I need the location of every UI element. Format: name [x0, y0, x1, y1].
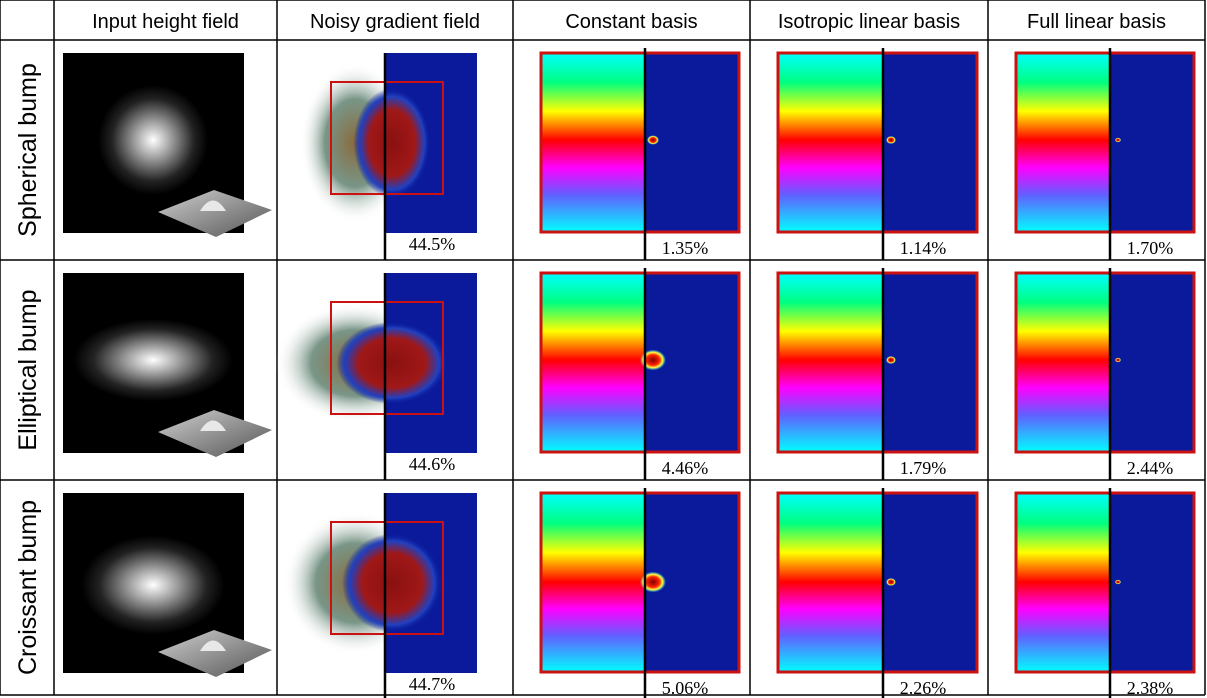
highlight-box [1014, 271, 1196, 454]
reconstruction-image [776, 48, 979, 260]
highlight-box [330, 81, 444, 195]
highlight-box [539, 491, 741, 674]
highlight-box [776, 491, 979, 674]
error-percentage: 1.79% [900, 458, 947, 478]
row-label: Croissant bump [14, 500, 42, 675]
row-label: Spherical bump [14, 63, 42, 237]
error-percentage: 1.14% [900, 238, 947, 258]
error-percentage: 2.26% [900, 678, 947, 698]
height-field-image [63, 273, 244, 453]
noisy-gradient-image [275, 273, 477, 480]
error-percentage: 1.35% [662, 238, 709, 258]
column-header: Full linear basis [1027, 11, 1166, 33]
surface-plot-inset [158, 190, 272, 237]
highlight-box [539, 271, 741, 454]
surface-plot-inset [158, 410, 272, 457]
highlight-box [776, 271, 979, 454]
highlight-box [539, 51, 741, 234]
noisy-gradient-image [300, 53, 477, 260]
column-header: Input height field [92, 11, 239, 33]
reconstruction-image [776, 488, 979, 698]
column-header: Noisy gradient field [310, 11, 480, 33]
highlight-box [1014, 51, 1196, 234]
error-percentage: 2.44% [1127, 458, 1174, 478]
highlight-box [330, 521, 444, 635]
error-percentage: 2.38% [1127, 678, 1174, 698]
reconstruction-image [539, 48, 741, 260]
reconstruction-image [539, 488, 741, 698]
row-label: Elliptical bump [14, 289, 42, 450]
error-percentage: 44.7% [409, 674, 456, 694]
noisy-gradient-image [283, 493, 477, 698]
error-percentage: 5.06% [662, 678, 709, 698]
highlight-box [330, 301, 444, 415]
error-percentage: 1.70% [1127, 238, 1174, 258]
highlight-box [776, 51, 979, 234]
surface-plot-inset [158, 630, 272, 677]
error-percentage: 44.6% [409, 454, 456, 474]
error-percentage: 44.5% [409, 234, 456, 254]
column-header: Isotropic linear basis [778, 11, 960, 33]
reconstruction-image [539, 268, 741, 480]
reconstruction-image [1014, 48, 1196, 260]
reconstruction-image [1014, 268, 1196, 480]
reconstruction-image [776, 268, 979, 480]
highlight-box [1014, 491, 1196, 674]
reconstruction-image [1014, 488, 1196, 698]
column-header: Constant basis [565, 11, 697, 33]
error-percentage: 4.46% [662, 458, 709, 478]
